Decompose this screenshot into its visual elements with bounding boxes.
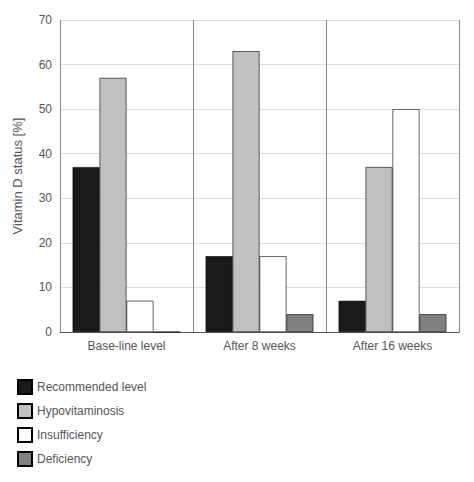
svg-text:Base-line level: Base-line level <box>87 339 165 353</box>
svg-text:Recommended level: Recommended level <box>37 380 146 394</box>
svg-text:10: 10 <box>39 280 53 294</box>
svg-text:Hypovitaminosis: Hypovitaminosis <box>37 404 124 418</box>
svg-text:30: 30 <box>39 191 53 205</box>
svg-text:Deficiency: Deficiency <box>37 452 92 466</box>
svg-text:40: 40 <box>39 147 53 161</box>
svg-text:After 8 weeks: After 8 weeks <box>223 339 296 353</box>
svg-text:70: 70 <box>39 13 53 27</box>
svg-text:Vitamin D status [%]: Vitamin D status [%] <box>10 118 25 235</box>
svg-text:60: 60 <box>39 58 53 72</box>
svg-text:20: 20 <box>39 236 53 250</box>
svg-text:0: 0 <box>45 325 52 339</box>
svg-text:50: 50 <box>39 102 53 116</box>
svg-text:After 16 weeks: After 16 weeks <box>353 339 432 353</box>
svg-text:Insufficiency: Insufficiency <box>37 428 103 442</box>
